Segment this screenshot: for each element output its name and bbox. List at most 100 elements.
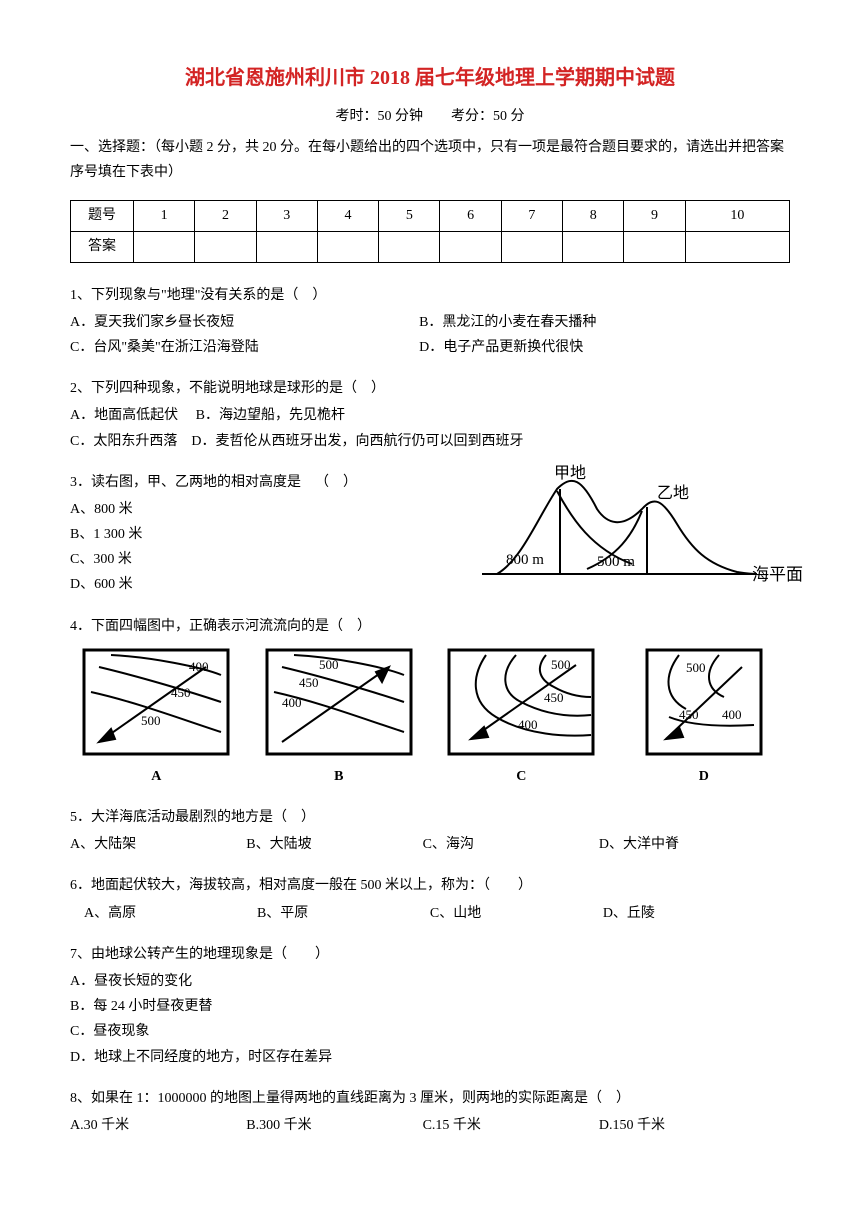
q7-stem: 7、由地球公转产生的地理现象是（ ） (70, 942, 790, 967)
q4-diagrams: 400 450 500 A 500 (70, 647, 790, 789)
grid-ans-4[interactable] (317, 231, 378, 262)
q4-label-a: A (70, 764, 243, 789)
answer-grid-header-row: 题号 1 2 3 4 5 6 7 8 9 10 (71, 200, 790, 231)
svg-text:500: 500 (319, 657, 339, 672)
q2-opt-b: B．海边望船，先见桅杆 (196, 403, 345, 428)
q3-label-sea: 海平面 (752, 565, 803, 584)
q3-opt-b: B、1 300 米 (70, 522, 430, 547)
q5-opt-b: B、大陆坡 (246, 832, 419, 857)
q8-opt-a: A.30 千米 (70, 1113, 243, 1138)
q3-opt-d: D、600 米 (70, 572, 430, 597)
q2-opt-c: C．太阳东升西落 (70, 429, 177, 454)
grid-num-1: 1 (134, 200, 195, 231)
q5-opt-d: D、大洋中脊 (599, 832, 772, 857)
question-6: 6．地面起伏较大，海拔较高，相对高度一般在 500 米以上，称为：（ ） A、高… (70, 873, 790, 925)
exam-page: 湖北省恩施州利川市 2018 届七年级地理上学期期中试题 考时：50 分钟 考分… (0, 0, 860, 1194)
svg-text:400: 400 (722, 707, 742, 722)
svg-text:450: 450 (679, 707, 699, 722)
q2-opt-d: D．麦哲伦从西班牙出发，向西航行仍可以回到西班牙 (191, 429, 523, 454)
q7-opt-c: C．昼夜现象 (70, 1019, 790, 1044)
svg-text:500: 500 (141, 713, 161, 728)
q7-opt-b: B．每 24 小时昼夜更替 (70, 994, 790, 1019)
question-8: 8、如果在 1：1000000 的地图上量得两地的直线距离为 3 厘米，则两地的… (70, 1086, 790, 1138)
grid-ans-1[interactable] (134, 231, 195, 262)
grid-ans-2[interactable] (195, 231, 256, 262)
svg-text:450: 450 (171, 685, 191, 700)
q3-label-jia: 甲地 (554, 464, 586, 482)
grid-num-3: 3 (256, 200, 317, 231)
q5-opt-c: C、海沟 (423, 832, 596, 857)
q3-label-yi: 乙地 (657, 484, 689, 502)
q8-opt-b: B.300 千米 (246, 1113, 419, 1138)
q8-opt-d: D.150 千米 (599, 1113, 772, 1138)
page-title: 湖北省恩施州利川市 2018 届七年级地理上学期期中试题 (70, 60, 790, 96)
q7-opt-d: D．地球上不同经度的地方，时区存在差异 (70, 1045, 790, 1070)
q6-opt-a: A、高原 (84, 901, 253, 926)
question-5: 5．大洋海底活动最剧烈的地方是（ ） A、大陆架 B、大陆坡 C、海沟 D、大洋… (70, 805, 790, 857)
grid-num-8: 8 (563, 200, 624, 231)
q4-label-b: B (253, 764, 426, 789)
q1-opt-d: D．电子产品更新换代很快 (419, 335, 765, 360)
grid-num-2: 2 (195, 200, 256, 231)
grid-ans-3[interactable] (256, 231, 317, 262)
q2-stem: 2、下列四种现象，不能说明地球是球形的是（ ） (70, 376, 790, 401)
q4-label-c: C (435, 764, 608, 789)
svg-text:500: 500 (686, 660, 706, 675)
grid-ans-10[interactable] (685, 231, 789, 262)
q1-stem: 1、下列现象与"地理"没有关系的是（ ） (70, 283, 790, 308)
grid-label-number: 题号 (71, 200, 134, 231)
grid-ans-9[interactable] (624, 231, 685, 262)
answer-grid-answer-row: 答案 (71, 231, 790, 262)
q4-stem: 4．下面四幅图中，正确表示河流流向的是（ ） (70, 614, 790, 639)
q7-opt-a: A．昼夜长短的变化 (70, 969, 790, 994)
grid-ans-6[interactable] (440, 231, 501, 262)
grid-ans-5[interactable] (379, 231, 440, 262)
q6-opt-c: C、山地 (430, 901, 599, 926)
svg-text:400: 400 (282, 695, 302, 710)
grid-num-7: 7 (501, 200, 562, 231)
answer-grid: 题号 1 2 3 4 5 6 7 8 9 10 答案 (70, 200, 790, 263)
grid-num-10: 10 (685, 200, 789, 231)
q4-box-d: 500 450 400 D (618, 647, 791, 789)
grid-ans-7[interactable] (501, 231, 562, 262)
question-1: 1、下列现象与"地理"没有关系的是（ ） A．夏天我们家乡昼长夜短 B．黑龙江的… (70, 283, 790, 361)
q8-stem: 8、如果在 1：1000000 的地图上量得两地的直线距离为 3 厘米，则两地的… (70, 1086, 790, 1111)
question-2: 2、下列四种现象，不能说明地球是球形的是（ ） A．地面高低起伏 B．海边望船，… (70, 376, 790, 454)
grid-num-9: 9 (624, 200, 685, 231)
q3-opt-c: C、300 米 (70, 547, 430, 572)
q4-box-c: 500 450 400 C (435, 647, 608, 789)
grid-num-6: 6 (440, 200, 501, 231)
q5-opt-a: A、大陆架 (70, 832, 243, 857)
grid-ans-8[interactable] (563, 231, 624, 262)
q1-opt-a: A．夏天我们家乡昼长夜短 (70, 310, 416, 335)
svg-text:500: 500 (551, 657, 571, 672)
grid-label-answer: 答案 (71, 231, 134, 262)
q1-opt-b: B．黑龙江的小麦在春天播种 (419, 310, 765, 335)
q6-stem: 6．地面起伏较大，海拔较高，相对高度一般在 500 米以上，称为：（ ） (70, 873, 790, 898)
q3-stem: 3．读右图，甲、乙两地的相对高度是 （ ） (70, 470, 430, 495)
q4-box-b: 500 450 400 B (253, 647, 426, 789)
q8-opt-c: C.15 千米 (423, 1113, 596, 1138)
grid-num-5: 5 (379, 200, 440, 231)
section-instructions: 一、选择题：（每小题 2 分，共 20 分。在每小题给出的四个选项中，只有一项是… (70, 135, 790, 185)
q6-opt-b: B、平原 (257, 901, 426, 926)
svg-text:400: 400 (518, 717, 538, 732)
q3-label-500: 500 m (597, 554, 635, 570)
q3-opt-a: A、800 米 (70, 497, 430, 522)
question-7: 7、由地球公转产生的地理现象是（ ） A．昼夜长短的变化 B．每 24 小时昼夜… (70, 942, 790, 1070)
q1-opt-c: C．台风"桑美"在浙江沿海登陆 (70, 335, 416, 360)
page-subtitle: 考时：50 分钟 考分：50 分 (70, 104, 790, 129)
q3-label-800: 800 m (506, 552, 544, 568)
question-3: 3．读右图，甲、乙两地的相对高度是 （ ） A、800 米 B、1 300 米 … (70, 470, 790, 598)
svg-text:450: 450 (299, 675, 319, 690)
q4-label-d: D (618, 764, 791, 789)
q5-stem: 5．大洋海底活动最剧烈的地方是（ ） (70, 805, 790, 830)
q2-opt-a: A．地面高低起伏 (70, 403, 178, 428)
svg-text:450: 450 (544, 690, 564, 705)
svg-text:400: 400 (189, 659, 209, 674)
grid-num-4: 4 (317, 200, 378, 231)
q3-diagram: 甲地 乙地 800 m 500 m 海平面 (482, 464, 812, 594)
q6-opt-d: D、丘陵 (603, 901, 772, 926)
question-4: 4．下面四幅图中，正确表示河流流向的是（ ） 400 450 (70, 614, 790, 789)
q4-box-a: 400 450 500 A (70, 647, 243, 789)
